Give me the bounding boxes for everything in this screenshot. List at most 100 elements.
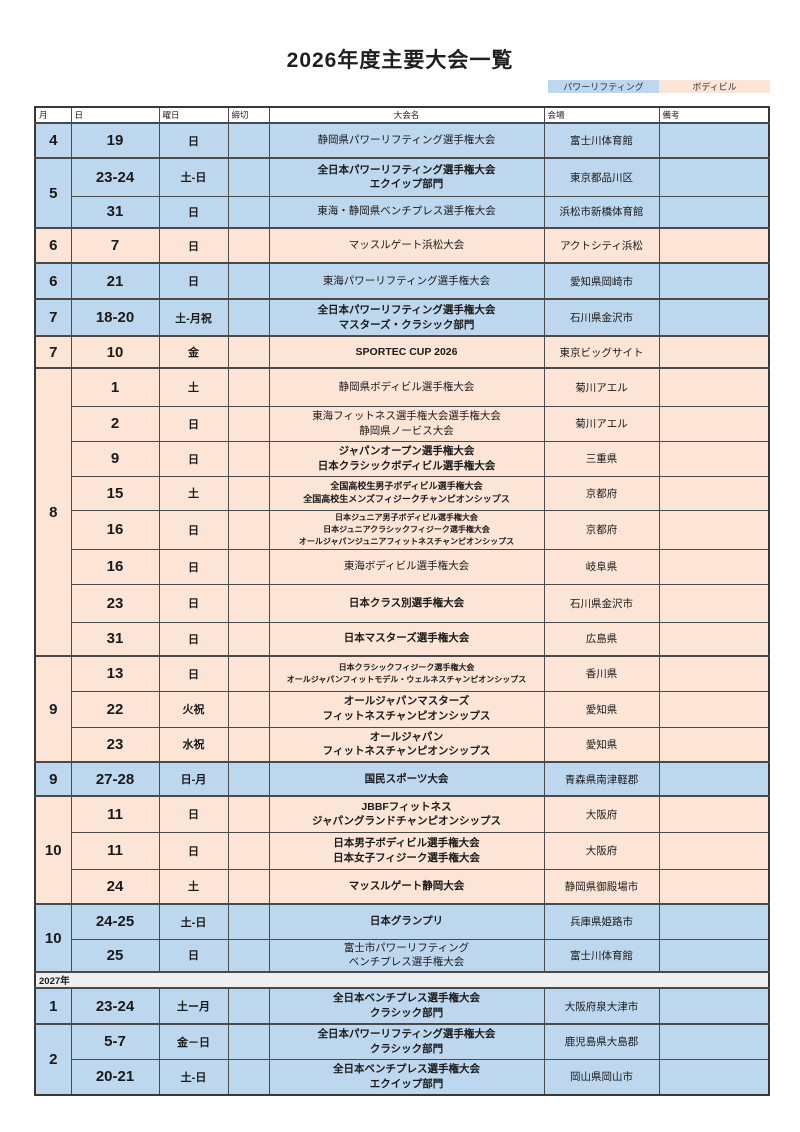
deadline-cell xyxy=(227,405,270,442)
venue-cell: 富士川体育館 xyxy=(543,122,660,159)
event-line: オールジャパンジュニアフィットネスチャンピオンシップス xyxy=(298,536,515,546)
event-cell: JBBFフィットネス ジャパングランドチャンピオンシップス xyxy=(268,795,545,833)
day-cell: 13 xyxy=(70,655,160,692)
event-cell: マッスルゲート静岡大会 xyxy=(268,868,545,905)
day-cell: 16 xyxy=(70,548,160,585)
table-row: 9 日ジャパンオープン選手権大会 日本クラシックボディビル選手権大会 三重県 xyxy=(35,440,770,477)
deadline-cell xyxy=(227,903,270,940)
weekday-cell: 日 xyxy=(158,509,229,550)
day-cell: 16 xyxy=(70,509,160,550)
year-separator-label: 2027年 xyxy=(34,971,770,989)
event-line: エクイップ部門 xyxy=(369,1077,444,1090)
event-cell: 東海ボディビル選手権大会 xyxy=(268,548,545,585)
deadline-cell xyxy=(227,475,270,511)
day-cell: 22 xyxy=(70,690,160,728)
event-line: ベンチプレス選手権大会 xyxy=(348,956,465,969)
venue-cell: 菊川アエル xyxy=(543,367,660,407)
event-line: エクイップ部門 xyxy=(369,178,444,191)
event-cell: 日本クラシックフィジーク選手権大会 オールジャパンフィットモデル・ウェルネスチャン… xyxy=(268,655,545,692)
day-cell: 10 xyxy=(70,335,160,369)
note-cell xyxy=(658,621,770,657)
table-header: 月 日 曜日 締切 大会名 会場 備考 xyxy=(34,106,770,124)
month-cell: 5 xyxy=(34,157,72,229)
deadline-cell xyxy=(227,655,270,692)
month-cell: 9 xyxy=(34,761,72,797)
event-line: 全日本パワーリフティング選手権大会 xyxy=(317,1028,496,1041)
weekday-cell: 日 xyxy=(158,227,229,264)
note-cell xyxy=(658,548,770,585)
month-cell: 1 xyxy=(34,987,72,1025)
event-line: クラシック部門 xyxy=(369,1042,444,1055)
deadline-cell xyxy=(227,509,270,550)
table-row: 9 27-28 日-月 国民スポーツ大会 青森県南津軽郡 xyxy=(34,761,770,797)
day-cell: 19 xyxy=(70,122,160,159)
venue-cell: 京都府 xyxy=(543,509,660,550)
weekday-cell: 日 xyxy=(158,795,229,833)
event-cell: 東海・静岡県ベンチプレス選手権大会 xyxy=(268,195,545,229)
weekday-cell: 土ー月 xyxy=(158,987,229,1025)
weekday-cell: 土-日 xyxy=(158,1058,229,1096)
deadline-cell xyxy=(227,298,270,337)
table-row: 4 19 日 静岡県パワーリフティング選手権大会 富士川体育館 xyxy=(34,122,770,159)
event-line: フィットネスチャンピオンシップス xyxy=(322,745,491,758)
event-line: 全日本ベンチプレス選手権大会 xyxy=(333,1063,480,1076)
event-line: 日本男子ボディビル選手権大会 xyxy=(333,836,480,849)
day-cell: 23-24 xyxy=(70,157,160,197)
note-cell xyxy=(658,157,770,197)
event-line: ジャパンオープン選手権大会 xyxy=(338,444,475,457)
event-line: オールジャパン xyxy=(369,730,444,743)
event-cell: 日本グランプリ xyxy=(268,903,545,940)
deadline-cell xyxy=(227,1023,270,1060)
column-header-day: 日 xyxy=(70,106,160,124)
event-cell: ジャパンオープン選手権大会 日本クラシックボディビル選手権大会 xyxy=(268,440,545,477)
note-cell xyxy=(658,195,770,229)
event-line: マッスルゲート静岡大会 xyxy=(348,879,465,892)
weekday-cell: 土 xyxy=(158,475,229,511)
weekday-cell: 日 xyxy=(158,831,229,870)
column-header-month: 月 xyxy=(34,106,72,124)
venue-cell: 岐阜県 xyxy=(543,548,660,585)
day-cell: 23-24 xyxy=(70,987,160,1025)
table-row: 16 日 東海ボディビル選手権大会 岐阜県 xyxy=(35,548,770,585)
event-line: 東海・静岡県ベンチプレス選手権大会 xyxy=(317,205,496,218)
deadline-cell xyxy=(227,761,270,797)
day-cell: 20-21 xyxy=(70,1058,160,1096)
note-cell xyxy=(658,122,770,159)
event-cell: 全日本パワーリフティング選手権大会 クラシック部門 xyxy=(268,1023,545,1060)
note-cell xyxy=(658,509,770,550)
month-cell: 7 xyxy=(34,335,72,369)
event-cell: 全日本ベンチプレス選手権大会 クラシック部門 xyxy=(268,987,545,1025)
weekday-cell: 日 xyxy=(158,583,229,623)
table-row: 7 18-20 土-月祝 全日本パワーリフティング選手権大会 マスターズ・クラシック部門… xyxy=(34,298,770,337)
column-header-notes: 備考 xyxy=(658,106,770,124)
deadline-cell xyxy=(227,262,270,300)
note-cell xyxy=(658,1058,770,1096)
day-cell: 31 xyxy=(70,621,160,657)
venue-cell: アクトシティ浜松 xyxy=(543,227,660,264)
deadline-cell xyxy=(227,440,270,477)
table-row: 6 7 日 マッスルゲート浜松大会 アクトシティ浜松 xyxy=(34,227,770,264)
weekday-cell: 火祝 xyxy=(158,690,229,728)
note-cell xyxy=(658,690,770,728)
venue-cell: 広島県 xyxy=(543,621,660,657)
legend-powerlifting: パワーリフティング xyxy=(548,80,659,93)
day-cell: 23 xyxy=(70,726,160,763)
day-cell: 1 xyxy=(70,367,160,407)
legend: パワーリフティング ボディビル xyxy=(548,80,770,93)
weekday-cell: 日 xyxy=(158,262,229,300)
note-cell xyxy=(658,938,770,973)
weekday-cell: 土-日 xyxy=(158,903,229,940)
event-line: フィットネスチャンピオンシップス xyxy=(322,710,491,722)
day-cell: 24-25 xyxy=(70,903,160,940)
note-cell xyxy=(658,655,770,692)
deadline-cell xyxy=(227,122,270,159)
weekday-cell: 土 xyxy=(158,367,229,407)
day-cell: 5-7 xyxy=(70,1023,160,1060)
venue-cell: 東京ビッグサイト xyxy=(543,335,660,369)
venue-cell: 浜松市新橋体育館 xyxy=(543,195,660,229)
table-row: 20-21 土-日 全日本ベンチプレス選手権大会 エクイップ部門 岡山県岡山市 xyxy=(35,1058,770,1096)
event-cell: 全日本ベンチプレス選手権大会 エクイップ部門 xyxy=(268,1058,545,1096)
event-cell: オールジャパンマスターズ フィットネスチャンピオンシップス xyxy=(268,690,545,728)
month-cell: 4 xyxy=(34,122,72,159)
day-cell: 9 xyxy=(70,440,160,477)
